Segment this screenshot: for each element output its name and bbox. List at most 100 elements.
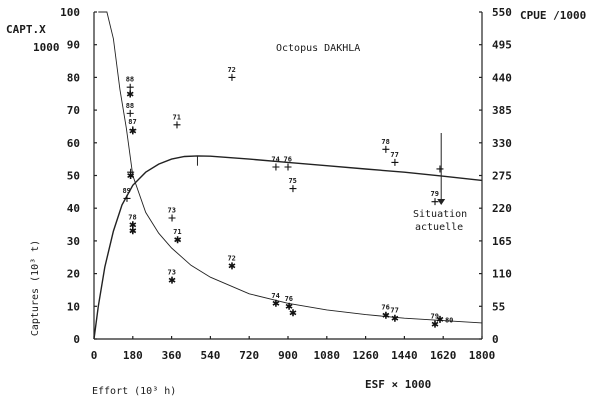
y2-tick-label: 385 (492, 104, 512, 117)
cpue-point-label: 74 (271, 292, 279, 300)
catch-point (431, 198, 439, 206)
x-tick-label: 360 (162, 349, 182, 362)
cpue-point-star-icon (174, 236, 182, 244)
y2-tick-label: 495 (492, 39, 512, 52)
x-tick-label: 720 (239, 349, 259, 362)
y2-axis-label: CPUE /1000 (520, 9, 586, 22)
catch-point-label: 75 (288, 177, 296, 185)
catch-point (173, 121, 181, 129)
catch-point-label: 88 (126, 76, 134, 84)
cpue-point-star-icon (272, 299, 280, 307)
y2-tick-label: 220 (492, 202, 512, 215)
axes: 0 180 360 540 720 900 1080 1260 1440 1620 18000102… (60, 6, 512, 362)
x-tick-label: 1620 (430, 349, 457, 362)
catch-point (436, 165, 444, 173)
cpue-point-star-icon (126, 90, 134, 98)
cpue-point-label: 80 (445, 316, 453, 324)
cpue-point-star-icon (391, 314, 399, 322)
y2-tick-label: 165 (492, 235, 512, 248)
x-axis-label-alt: ESF × 1000 (365, 378, 431, 391)
x-tick-label: 0 (91, 349, 98, 362)
catch-point-label: 74 (271, 155, 279, 163)
catch-point-label: 76 (284, 155, 292, 163)
x-tick-label: 1440 (391, 349, 418, 362)
cpue-point-label: 76 (381, 304, 389, 312)
catch-point-label: 71 (172, 113, 180, 121)
y2-tick-label: 275 (492, 170, 512, 183)
catch-point (228, 73, 236, 81)
catch-point-label: 87 (128, 118, 136, 126)
y-tick-label: 70 (67, 104, 80, 117)
y-tick-label: 100 (60, 6, 80, 19)
catch-point-label: 88 (126, 102, 134, 110)
y2-tick-label: 0 (492, 333, 499, 346)
catch-curve (93, 155, 483, 340)
cpue-point-label: 72 (227, 254, 235, 262)
catch-point (123, 194, 131, 202)
x-tick-label: 1800 (469, 349, 496, 362)
catch-point (126, 83, 134, 91)
cpue-point-star-icon (127, 172, 135, 179)
catch-point-label: 79 (431, 190, 439, 198)
cpue-point-label: 76 (285, 295, 293, 303)
cpue-point-label: 78 (128, 213, 136, 221)
y-tick-label: 20 (67, 268, 80, 281)
y-tick-label: 60 (67, 137, 80, 150)
y-tick-label: 0 (73, 333, 80, 346)
situation-label-2: actuelle (415, 222, 463, 233)
y-axis-top-unit: 1000 (33, 41, 60, 54)
cpue-point-star-icon (129, 127, 137, 135)
y-axis-label: Captures (10³ t) (30, 240, 41, 336)
y-tick-label: 90 (67, 39, 80, 52)
catch-point-label: 73 (168, 207, 176, 215)
cpue-point-star-icon (129, 227, 137, 235)
y-tick-label: 40 (67, 202, 80, 215)
x-tick-label: 1080 (314, 349, 341, 362)
cpue-point-star-icon (431, 320, 439, 328)
cpue-point-star-icon (228, 262, 236, 270)
cpue-point-label: 71 (173, 228, 181, 236)
cpue-point-star-icon (436, 315, 444, 323)
catch-point-label: 78 (381, 138, 389, 146)
chart-title: Octopus DAKHLA (276, 43, 360, 54)
y2-tick-label: 550 (492, 6, 512, 19)
catch-point (126, 109, 134, 117)
x-tick-label: 1260 (352, 349, 379, 362)
cpue-point-label: 79 (431, 313, 439, 321)
cpue-point-star-icon (129, 221, 137, 229)
y2-tick-label: 110 (492, 268, 512, 281)
catch-point-label: 72 (227, 66, 235, 74)
cpue-curve (98, 11, 483, 324)
curves (93, 11, 483, 340)
cpue-point-star-icon (168, 276, 176, 284)
y2-tick-label: 440 (492, 71, 512, 84)
catch-point (272, 163, 280, 171)
current-situation-arrow-icon (437, 199, 446, 205)
y-axis-top-label: CAPT.X (6, 23, 46, 36)
cpue-point-star-icon (382, 311, 390, 319)
y-tick-label: 10 (67, 300, 80, 313)
y2-tick-label: 330 (492, 137, 512, 150)
cpue-point-star-icon (289, 309, 297, 317)
x-tick-label: 900 (278, 349, 298, 362)
y-tick-label: 80 (67, 71, 80, 84)
catch-point (284, 163, 292, 171)
catch-point (168, 214, 176, 222)
catch-point (391, 158, 399, 166)
x-axis-label: Effort (10³ h) (92, 386, 176, 397)
cpue-point-label: 73 (168, 269, 176, 277)
y-tick-label: 50 (67, 170, 80, 183)
cpue-point-label: 77 (390, 307, 398, 315)
x-tick-label: 180 (123, 349, 143, 362)
catch-point (382, 145, 390, 153)
x-tick-label: 540 (200, 349, 220, 362)
catch-point-label: 89 (122, 187, 130, 195)
y2-tick-label: 55 (492, 300, 505, 313)
catch-point (289, 185, 297, 193)
cpue-point-star-icon (285, 302, 293, 310)
y-tick-label: 30 (67, 235, 80, 248)
catch-point-label: 77 (390, 151, 398, 159)
situation-label-1: Situation (413, 209, 467, 220)
